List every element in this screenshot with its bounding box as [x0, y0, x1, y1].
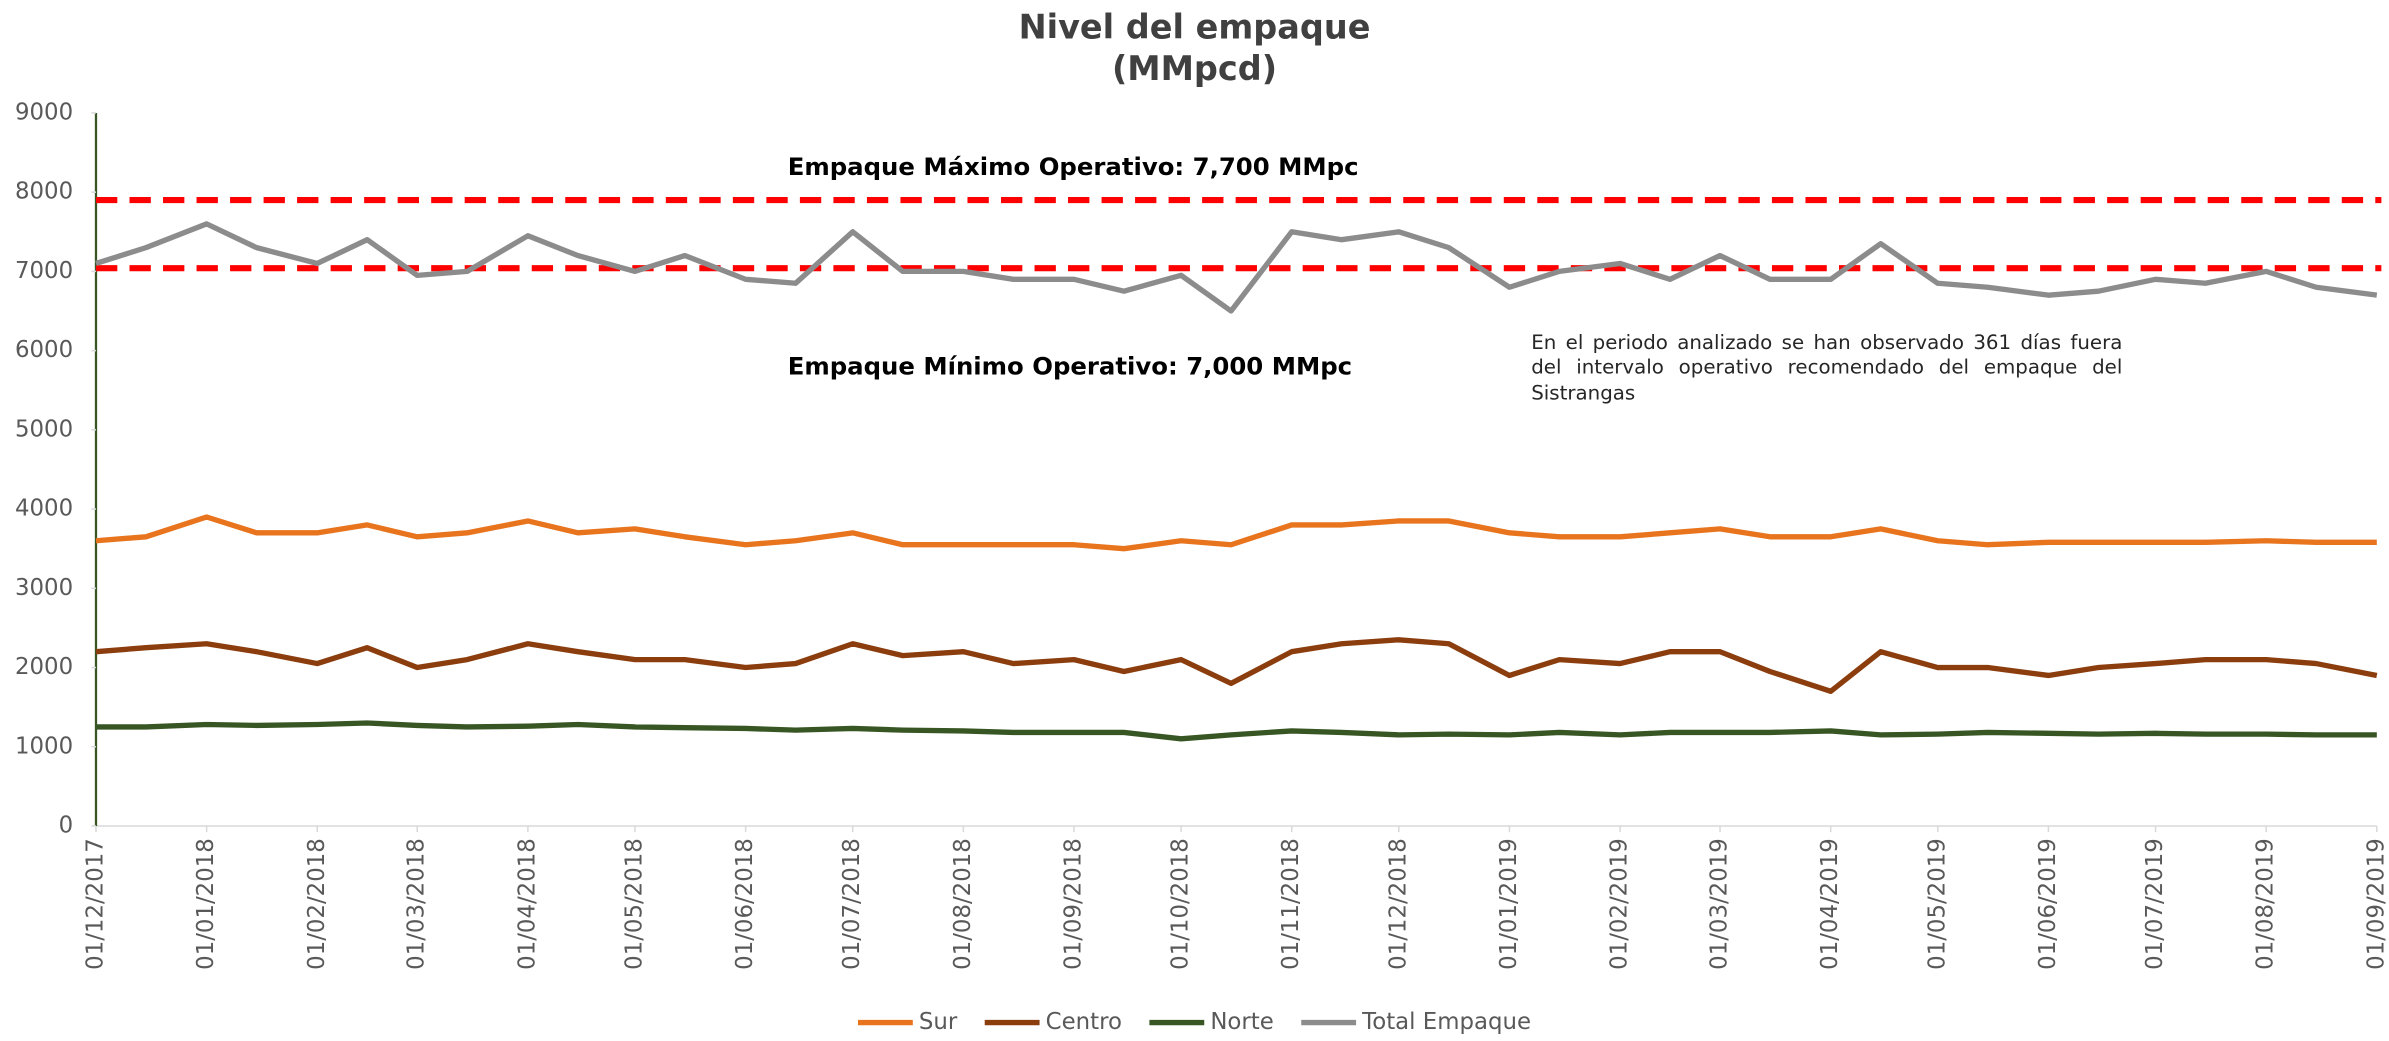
annotation: Empaque Mínimo Operativo: 7,000 MMpc — [788, 351, 1352, 380]
x-tick-label: 01/05/2018 — [621, 838, 647, 970]
annotation: En el periodo analizado se han observado… — [1531, 332, 2122, 406]
x-tick-label: 01/01/2018 — [193, 838, 219, 970]
y-tick-label: 3000 — [15, 575, 73, 601]
y-tick-label: 8000 — [15, 179, 73, 205]
x-tick-label: 01/03/2018 — [404, 838, 430, 970]
x-tick-label: 01/07/2018 — [839, 838, 865, 970]
x-tick-label: 01/09/2019 — [2363, 838, 2389, 970]
legend-label: Centro — [1046, 1009, 1122, 1035]
y-tick-label: 7000 — [15, 258, 73, 284]
x-tick-label: 01/06/2019 — [2035, 838, 2061, 970]
x-tick-label: 01/06/2018 — [732, 838, 758, 970]
y-tick-label: 6000 — [15, 337, 73, 363]
x-tick-label: 01/07/2019 — [2142, 838, 2168, 970]
x-tick-label: 01/03/2019 — [1707, 838, 1733, 970]
legend-label: Total Empaque — [1361, 1009, 1531, 1035]
y-tick-label: 9000 — [15, 99, 73, 125]
series-line — [96, 517, 2377, 549]
x-tick-label: 01/02/2018 — [304, 838, 330, 970]
y-tick-label: 1000 — [15, 733, 73, 759]
y-tick-label: 2000 — [15, 654, 73, 680]
y-tick-label: 4000 — [15, 496, 73, 522]
y-tick-label: 0 — [59, 812, 74, 838]
legend-label: Norte — [1210, 1009, 1273, 1035]
chart-subtitle: (MMpcd) — [1112, 49, 1277, 88]
y-tick-label: 5000 — [15, 416, 73, 442]
x-tick-label: 01/08/2018 — [950, 838, 976, 970]
x-tick-label: 01/04/2019 — [1817, 838, 1843, 970]
x-tick-label: 01/12/2018 — [1385, 838, 1411, 970]
series-line — [96, 640, 2377, 691]
series-line — [96, 723, 2377, 739]
x-tick-label: 01/08/2019 — [2253, 838, 2279, 970]
x-tick-label: 01/09/2018 — [1060, 838, 1086, 970]
x-tick-label: 01/12/2017 — [82, 838, 108, 970]
x-tick-label: 01/10/2018 — [1168, 838, 1194, 970]
x-tick-label: 01/04/2018 — [514, 838, 540, 970]
x-tick-label: 01/05/2019 — [1924, 838, 1950, 970]
x-tick-label: 01/02/2019 — [1607, 838, 1633, 970]
x-tick-label: 01/01/2019 — [1496, 838, 1522, 970]
chart: Nivel del empaque (MMpcd) Empaque Máximo… — [0, 0, 2389, 1041]
legend-label: Sur — [919, 1009, 958, 1035]
annotation-box: En el periodo analizado se han observado… — [1531, 332, 2122, 423]
annotation: Empaque Máximo Operativo: 7,700 MMpc — [788, 152, 1359, 181]
x-tick-label: 01/11/2018 — [1278, 838, 1304, 970]
chart-title: Nivel del empaque — [1019, 8, 1371, 47]
